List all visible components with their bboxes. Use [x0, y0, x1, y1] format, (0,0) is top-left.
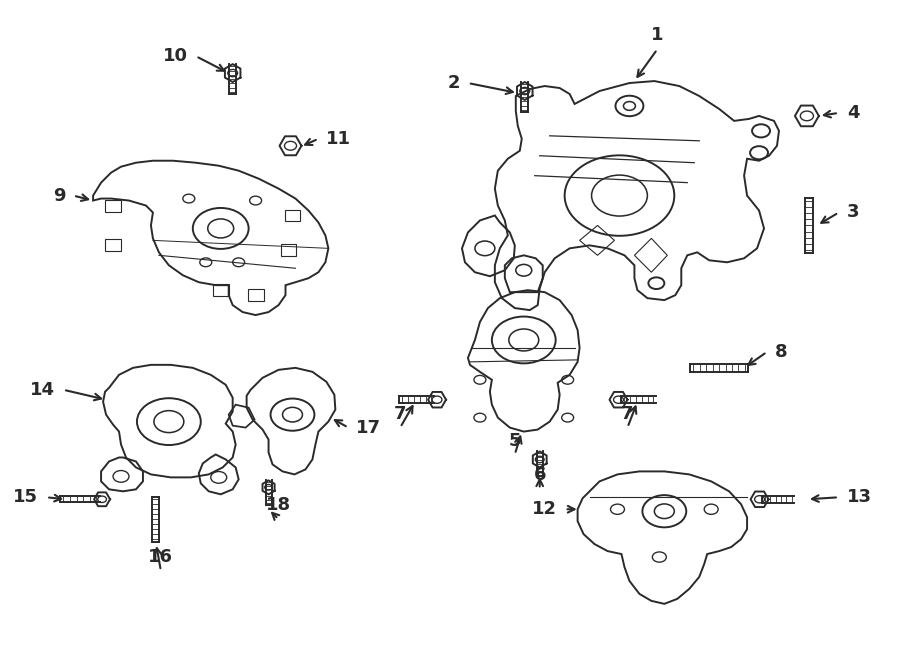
Text: 7: 7: [394, 405, 407, 422]
Text: 10: 10: [163, 47, 188, 65]
Bar: [105, 200, 121, 212]
Bar: [281, 245, 296, 256]
Text: 12: 12: [532, 500, 557, 518]
Text: 13: 13: [847, 488, 872, 506]
Text: 8: 8: [775, 343, 788, 361]
Bar: [248, 289, 264, 301]
Text: 3: 3: [847, 204, 860, 221]
Text: 11: 11: [327, 130, 351, 148]
Text: 2: 2: [447, 74, 460, 92]
Bar: [212, 284, 229, 296]
Text: 6: 6: [534, 467, 546, 485]
Text: 18: 18: [266, 496, 291, 514]
Bar: [105, 239, 121, 251]
Text: 5: 5: [508, 432, 521, 449]
Text: 7: 7: [621, 405, 634, 422]
Text: 4: 4: [847, 104, 860, 122]
Text: 17: 17: [356, 418, 382, 436]
Text: 15: 15: [14, 488, 39, 506]
Bar: [284, 210, 301, 221]
Text: 14: 14: [31, 381, 55, 399]
Text: 16: 16: [148, 548, 174, 566]
Text: 9: 9: [53, 186, 65, 204]
Text: 1: 1: [651, 26, 663, 44]
